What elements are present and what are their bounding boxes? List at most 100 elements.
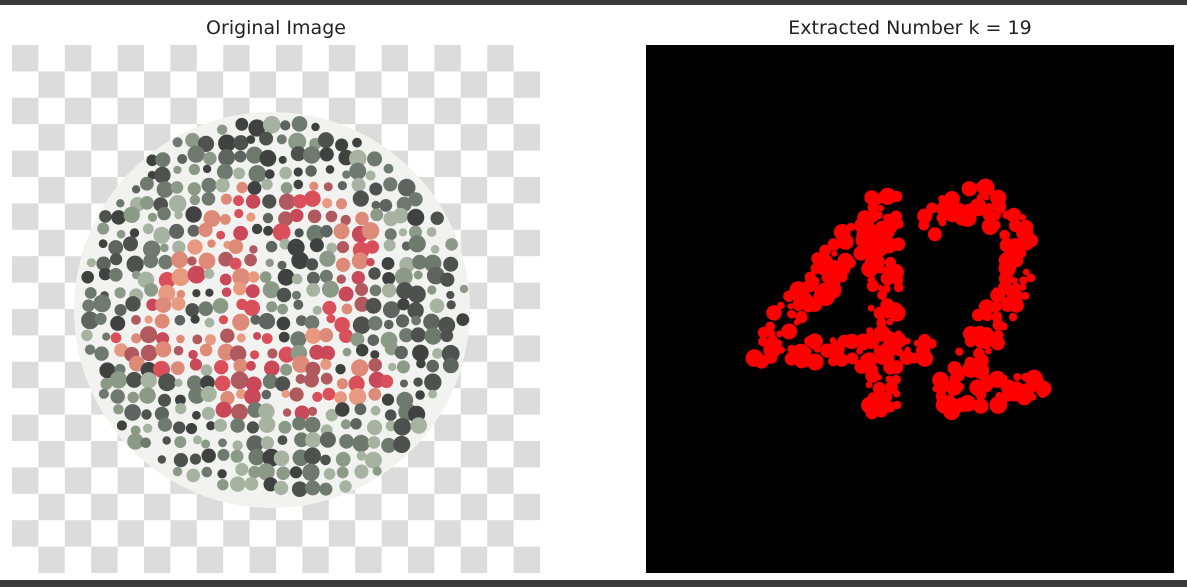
plate-dot [111,210,126,225]
plate-dot [129,228,140,238]
plate-dot [445,238,458,251]
checker [355,493,382,521]
checker [64,414,92,441]
plate-dot [336,466,349,479]
plate-dot [319,269,333,283]
plate-dot [262,212,274,224]
red-dot [873,306,887,320]
plate-dot [201,439,211,449]
plate-dot [325,165,335,174]
plate-dot [265,240,278,253]
plate-dot [384,319,394,330]
checker [513,229,540,257]
extracted-dots [745,178,1052,421]
red-dot [856,347,864,355]
plate-dot [282,408,292,417]
plate-dot [291,273,303,285]
red-dot [827,238,840,251]
checker [302,546,329,573]
plate-dot [292,416,306,431]
plate-dot [365,170,376,181]
red-dot [990,220,1001,231]
plate-dot [320,225,333,238]
red-dot [880,225,895,240]
plate-dot [259,149,277,167]
red-dot [927,227,942,242]
checker [513,335,540,362]
checker [487,97,514,125]
plate-dot [187,145,205,163]
plate-dot [381,437,397,453]
red-dot [872,381,886,395]
plate-dot [153,226,171,244]
top-bar [0,0,1187,5]
plate-dot [187,239,203,255]
plate-dot [139,387,156,404]
red-dot [765,352,778,364]
red-dot [999,322,1008,331]
plate-dot [84,287,97,299]
plate-dot [154,313,170,329]
plate-dot [429,298,445,314]
plate-dot [399,328,414,343]
red-dot [1038,389,1048,398]
plate-dot [356,344,369,357]
red-dot [973,398,989,414]
plate-dot [81,329,93,341]
plate-dot [157,417,173,432]
red-dot [813,345,822,353]
checker [434,520,461,547]
plate-dot [177,154,188,164]
plate-dot [384,228,397,241]
plate-dot [352,137,362,148]
plate-dot [351,177,366,192]
plate-dot [84,344,96,355]
checker [91,441,118,468]
plate-dot [200,375,215,391]
red-dot [975,388,987,400]
checker [460,177,488,204]
plate-dot [333,223,350,240]
checker [434,150,461,177]
plate-dot [263,225,274,236]
checker [170,520,197,547]
plate-dot [351,252,369,270]
plate-dot [230,418,245,433]
plate-dot [364,451,382,469]
checker [12,309,39,336]
plate-dot [259,131,274,146]
plate-dot [432,348,443,359]
plate-dot [290,331,307,348]
plate-dot [279,166,292,180]
plate-dot [233,225,249,241]
plate-dot [233,195,244,207]
plate-dot [320,345,335,361]
plate-dot [412,254,427,270]
plate-dot [335,451,351,467]
plate-dot [219,214,231,225]
plate-dot [214,375,231,392]
plate-dot [230,449,244,463]
plate-dot [236,333,246,343]
plate-dot [200,386,217,402]
plate-dot [320,454,331,466]
plate-dot [340,214,351,226]
plate-dot [264,360,280,377]
checker [513,441,540,468]
checker [434,467,461,494]
plate-dot [291,251,309,270]
checker [434,45,461,72]
plate-dot [338,286,354,302]
plate-dot [261,333,273,344]
plate-dot [440,329,454,343]
red-dot [982,311,993,322]
plate-dot [235,117,249,131]
red-dot [1013,373,1022,381]
plate-dot [217,469,227,479]
checker [12,203,39,230]
plate-dot [203,210,221,227]
red-dot [819,244,832,257]
plate-dot [396,360,410,374]
plate-dot [81,270,94,284]
checker [276,45,303,72]
